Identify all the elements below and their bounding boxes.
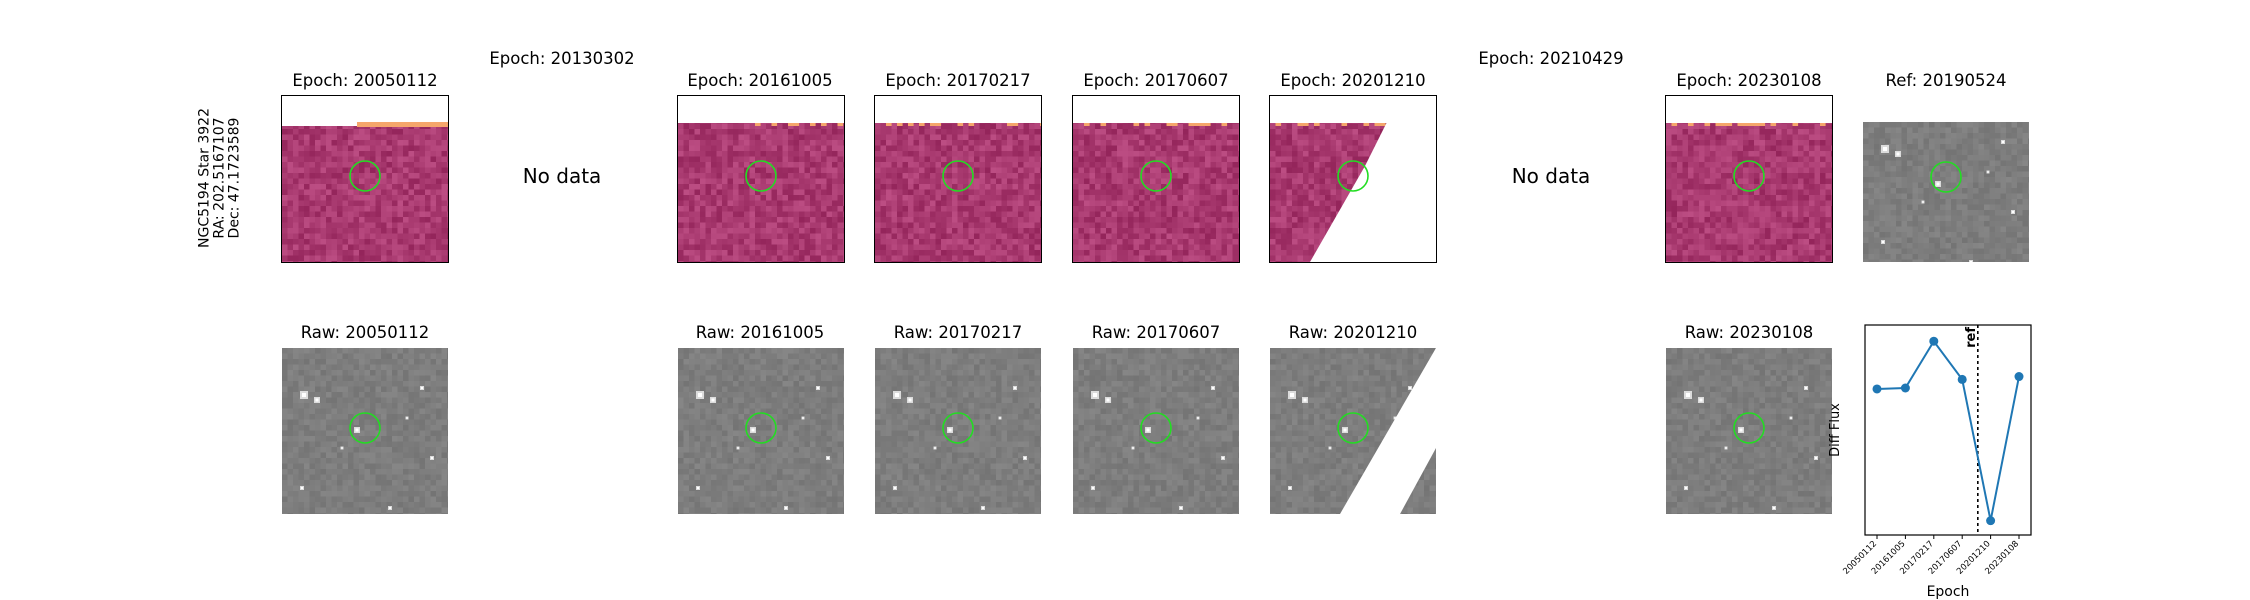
- raw-image-20170217: [875, 348, 1041, 514]
- raw-image-20230108: [1666, 348, 1832, 514]
- dec-label: Dec: 47.1723589: [226, 117, 243, 239]
- target-circle: [745, 412, 777, 444]
- data-point: [2014, 372, 2024, 382]
- no-data-20210429: No data: [1511, 164, 1591, 188]
- epoch-title-20050112: Epoch: 20050112: [292, 71, 438, 90]
- raw-image-20050112: [282, 348, 448, 514]
- diff-image-20170607: [1072, 95, 1240, 263]
- epoch-title-20170607: Epoch: 20170607: [1083, 71, 1229, 90]
- star-name: NGC5194 Star 3922: [196, 108, 213, 248]
- epoch-title-20161005: Epoch: 20161005: [687, 71, 833, 90]
- epoch-title-20201210: Epoch: 20201210: [1280, 71, 1426, 90]
- light-curve-chart: 2005011220161005201702172017060720201210…: [1828, 324, 2032, 600]
- raw-title-20170607: Raw: 20170607: [1091, 323, 1221, 342]
- row-label: NGC5194 Star 3922 RA: 202.5167107 Dec: 4…: [196, 108, 243, 248]
- no-data-20130302: No data: [522, 164, 602, 188]
- data-point: [1986, 516, 1996, 526]
- raw-title-20201210: Raw: 20201210: [1288, 323, 1418, 342]
- ref-title: Ref: 20190524: [1885, 71, 2007, 90]
- target-circle: [1733, 160, 1765, 192]
- target-circle: [942, 160, 974, 192]
- data-point: [1900, 383, 1910, 393]
- raw-title-20050112: Raw: 20050112: [300, 323, 430, 342]
- data-point: [1957, 374, 1967, 384]
- epoch-title-20210429: Epoch: 20210429: [1478, 49, 1624, 68]
- diff-image-20050112: [281, 95, 449, 263]
- ref-image: [1863, 96, 2029, 262]
- raw-title-20230108: Raw: 20230108: [1684, 323, 1814, 342]
- raw-image-20201210: [1270, 348, 1436, 514]
- target-circle: [1733, 412, 1765, 444]
- plot-frame: [1864, 324, 2032, 536]
- flux-series-line: [1876, 339, 2020, 521]
- target-circle: [1930, 161, 1962, 193]
- ref-label: ref: [1964, 327, 1979, 348]
- ra-label: RA: 202.5167107: [211, 117, 228, 239]
- target-circle: [1140, 412, 1172, 444]
- y-axis-label: Diff Flux: [1828, 403, 1843, 457]
- raw-title-20161005: Raw: 20161005: [695, 323, 825, 342]
- raw-image-20161005: [678, 348, 844, 514]
- x-axis-label: Epoch: [1927, 584, 1970, 600]
- diff-image-20161005: [677, 95, 845, 263]
- diff-image-20170217: [874, 95, 1042, 263]
- target-circle: [349, 412, 381, 444]
- target-circle: [1337, 160, 1369, 192]
- target-circle: [349, 160, 381, 192]
- diff-image-20201210: [1269, 95, 1437, 263]
- epoch-title-20130302: Epoch: 20130302: [489, 49, 635, 68]
- epoch-title-20230108: Epoch: 20230108: [1676, 71, 1822, 90]
- data-point: [1929, 336, 1939, 346]
- data-point: [1872, 384, 1882, 394]
- target-circle: [1140, 160, 1172, 192]
- target-circle: [745, 160, 777, 192]
- diff-image-20230108: [1665, 95, 1833, 263]
- raw-title-20170217: Raw: 20170217: [893, 323, 1023, 342]
- raw-image-20170607: [1073, 348, 1239, 514]
- epoch-title-20170217: Epoch: 20170217: [885, 71, 1031, 90]
- target-circle: [1337, 412, 1369, 444]
- target-circle: [942, 412, 974, 444]
